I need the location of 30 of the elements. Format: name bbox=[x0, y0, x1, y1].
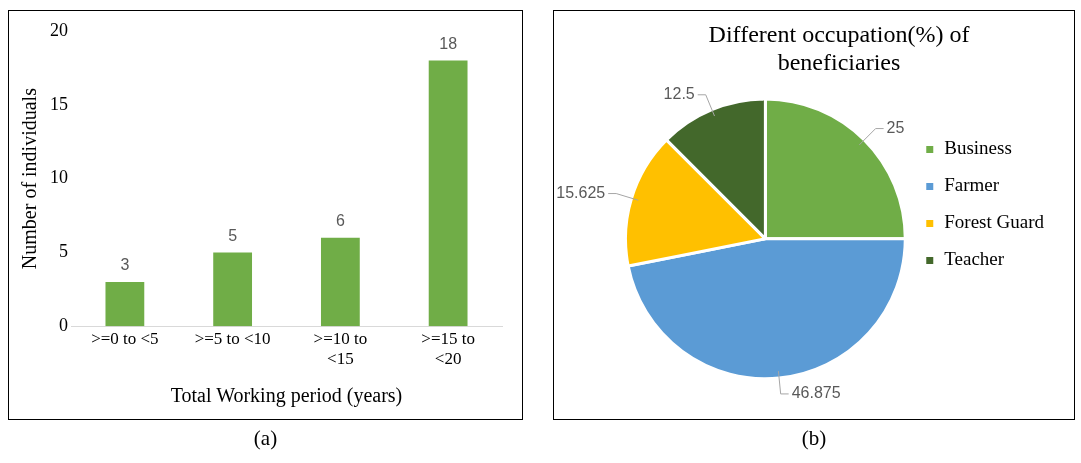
bar bbox=[105, 281, 145, 327]
data-label: 46.875 bbox=[791, 384, 841, 402]
legend-label: Business bbox=[944, 137, 1012, 159]
bar bbox=[213, 252, 253, 327]
chart-title: Different occupation(%) of beneficiaries bbox=[708, 20, 970, 76]
y-tick-label: 5 bbox=[59, 241, 68, 262]
y-tick-label: 15 bbox=[50, 93, 68, 114]
bar bbox=[428, 60, 468, 327]
legend-label: Farmer bbox=[944, 174, 1000, 196]
text: (b) bbox=[801, 426, 827, 451]
data-label: 3 bbox=[120, 256, 130, 274]
y-axis-title: Number of individuals bbox=[18, 87, 41, 270]
data-label: 5 bbox=[228, 226, 238, 244]
x-tick-label: >=10 to <15 bbox=[313, 328, 368, 369]
data-label: 18 bbox=[439, 34, 458, 52]
data-label: 6 bbox=[335, 212, 345, 230]
x-tick-label: >=5 to <10 bbox=[194, 328, 271, 348]
bar bbox=[320, 237, 360, 327]
text: (a) bbox=[253, 426, 278, 451]
legend-label: Forest Guard bbox=[944, 211, 1045, 233]
y-tick-label: 0 bbox=[59, 314, 68, 335]
y-tick-label: 20 bbox=[50, 19, 68, 40]
legend-label: Teacher bbox=[944, 248, 1005, 270]
y-tick-label: 10 bbox=[50, 167, 68, 188]
data-label: 25 bbox=[886, 118, 905, 136]
data-label: 15.625 bbox=[556, 183, 606, 201]
x-tick-label: >=15 to <20 bbox=[421, 328, 475, 369]
x-axis-title: Total Working period (years) bbox=[170, 384, 403, 408]
x-tick-label: >=0 to <5 bbox=[91, 328, 159, 348]
data-label: 12.5 bbox=[663, 85, 695, 103]
